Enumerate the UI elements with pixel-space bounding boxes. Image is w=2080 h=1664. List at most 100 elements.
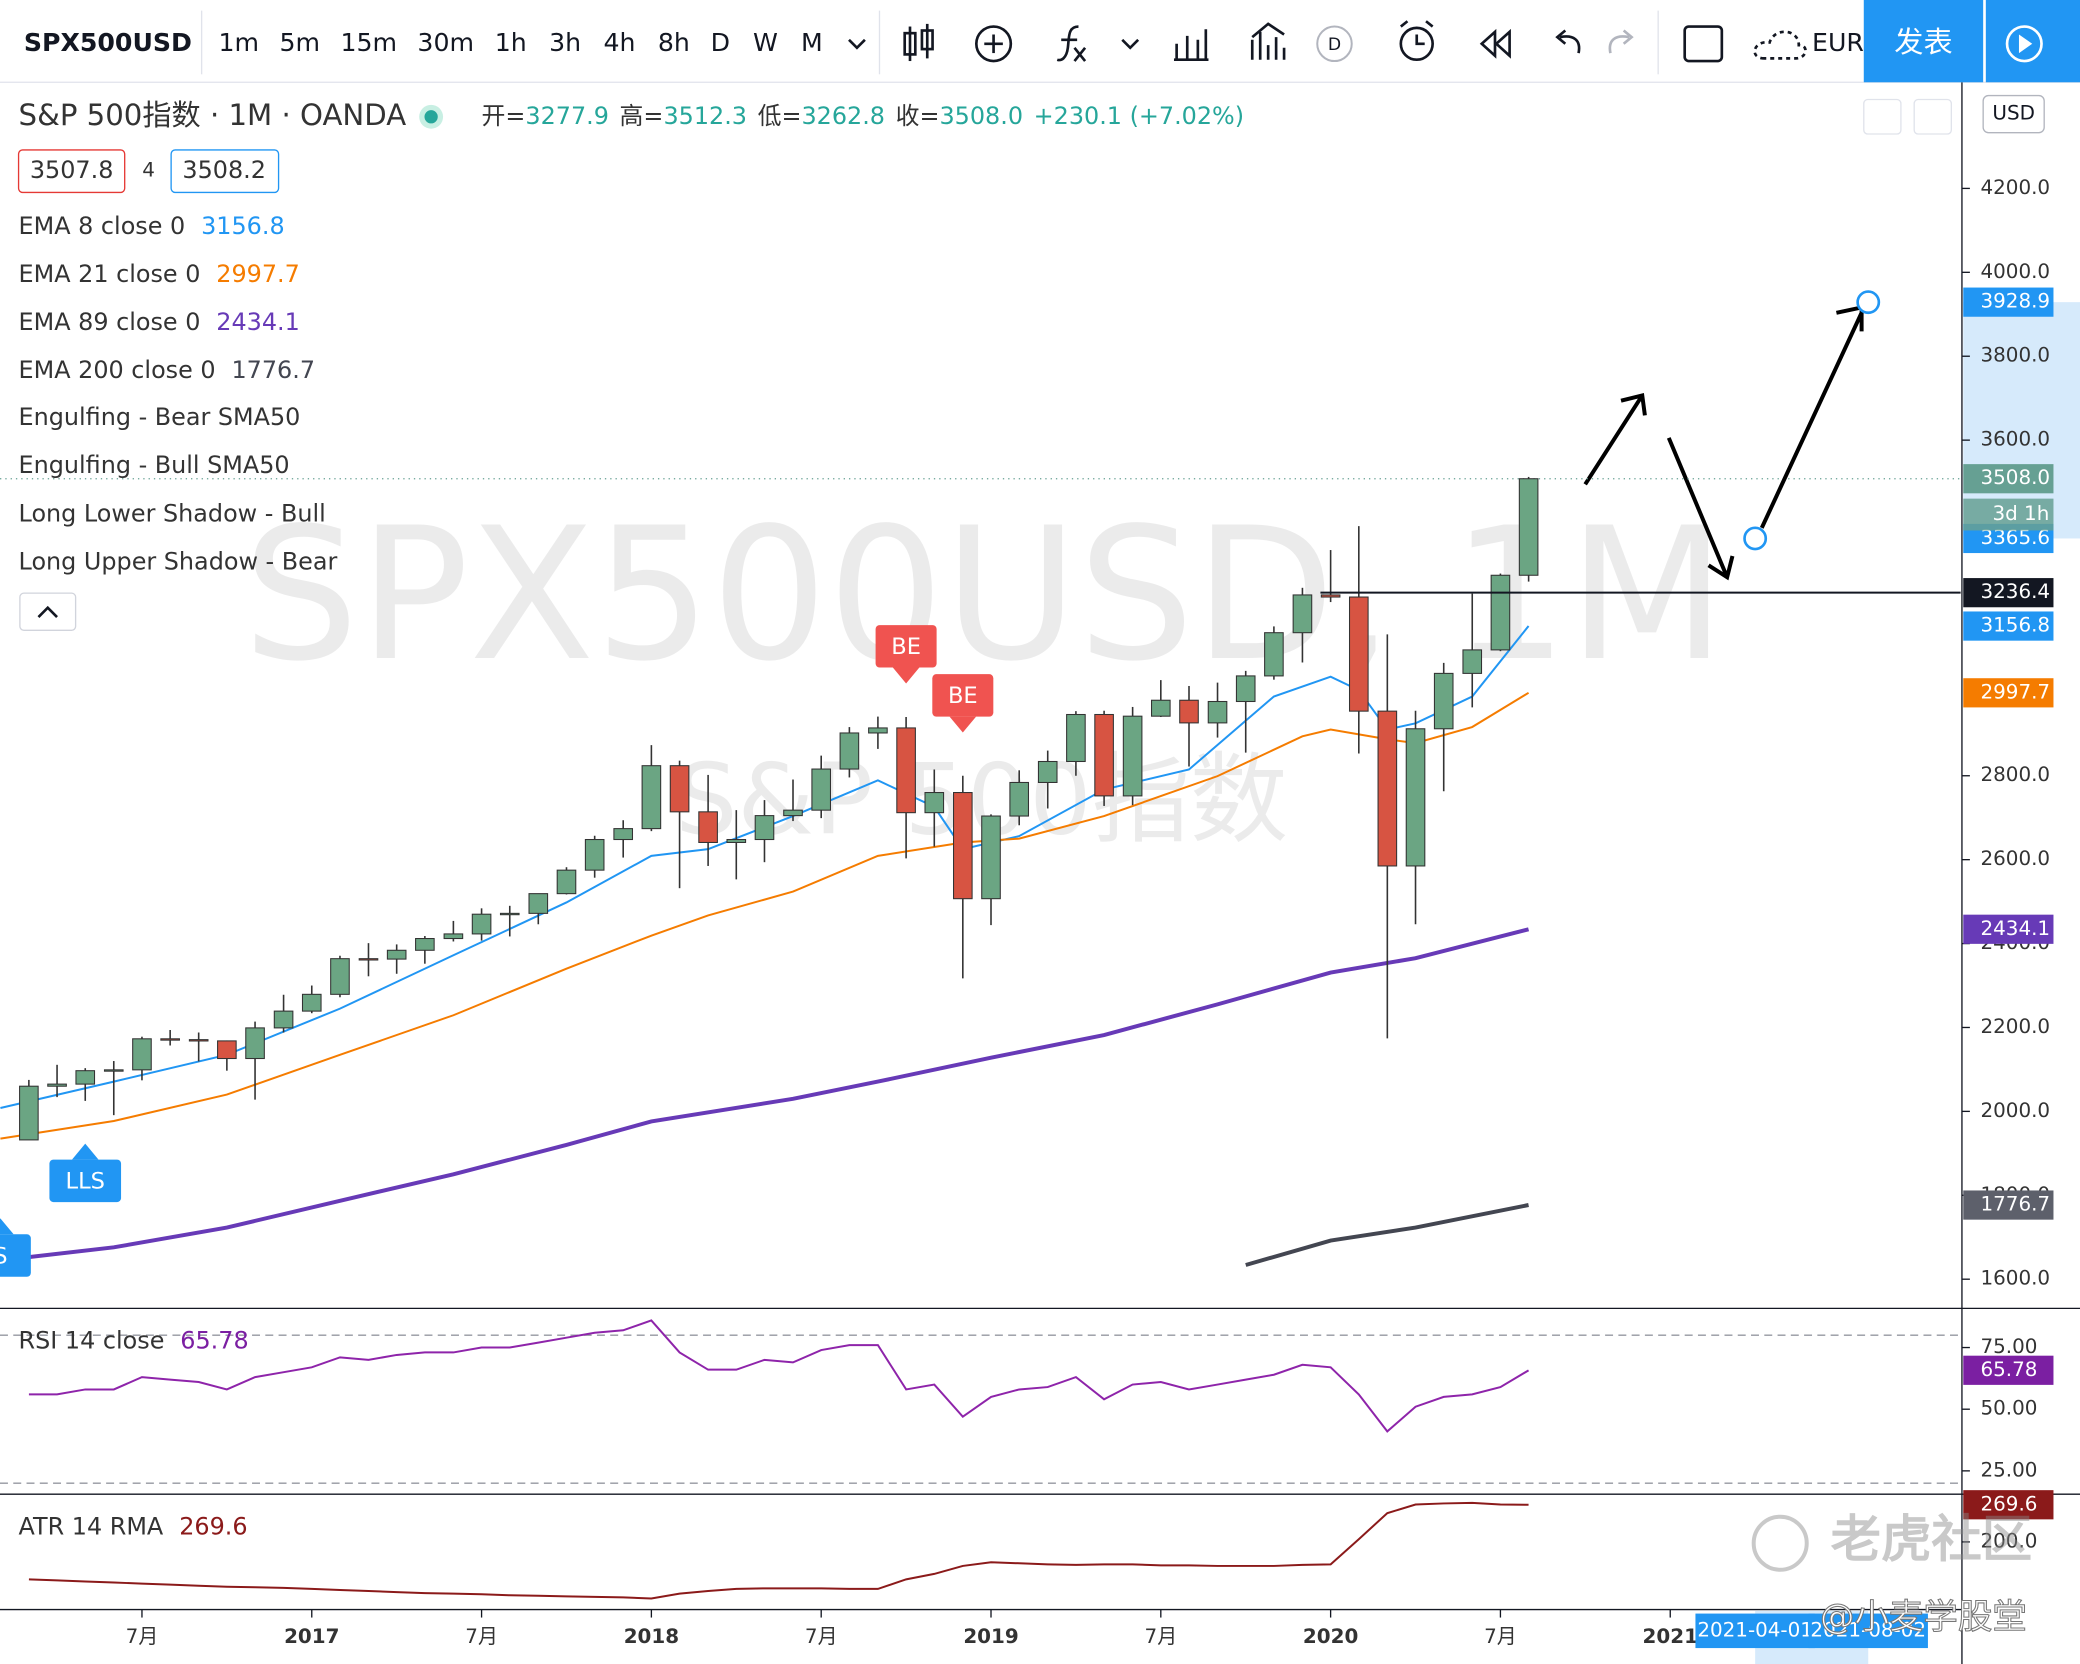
y-tick-label: 2800.0	[1981, 763, 2051, 786]
fullscreen-button[interactable]	[1683, 25, 1724, 63]
x-tick-label: 7月	[465, 1625, 498, 1648]
ohlc: 开=3277.9 高=3512.3 低=3262.8 收=3508.0 +230.1 (…	[482, 102, 1245, 130]
pattern-legend[interactable]: Engulfing - Bull SMA50	[19, 451, 290, 479]
interval-button[interactable]: 8h	[658, 28, 690, 57]
pane-value: 65.78	[180, 1327, 248, 1355]
price-label: 2997.7	[1981, 680, 2051, 703]
undo-button[interactable]	[1555, 29, 1581, 54]
bid-box[interactable]	[17, 149, 126, 194]
compare-button[interactable]	[975, 25, 1013, 63]
interval-button[interactable]: W	[753, 28, 778, 57]
marker-pointer	[949, 716, 977, 733]
x-tick-label: 2021	[1643, 1625, 1698, 1648]
pane-legend[interactable]: ATR 14 RMA 269.6	[19, 1512, 248, 1540]
pattern-marker[interactable]: BE	[875, 625, 937, 684]
ema-line	[1245, 1203, 1529, 1267]
ask-box[interactable]	[170, 149, 280, 194]
ohlc-label: 开=	[482, 102, 526, 130]
pattern-marker[interactable]: BE	[932, 674, 994, 733]
drawing-point[interactable]	[1743, 526, 1768, 551]
indicators-button[interactable]	[1056, 25, 1140, 62]
interval-button[interactable]: 5m	[280, 28, 321, 57]
price-label: 3928.9	[1981, 290, 2051, 313]
drawing-point[interactable]	[1856, 290, 1881, 315]
price-label: 1776.7	[1981, 1193, 2051, 1216]
reset-button[interactable]	[1913, 98, 1952, 135]
candle-body	[19, 1085, 39, 1141]
indicator-legend[interactable]: EMA 200 close 0 1776.7	[19, 356, 315, 384]
y-tick-label: 1600.0	[1981, 1267, 2051, 1290]
user-arrows	[1583, 392, 1735, 581]
play-button[interactable]	[1985, 0, 2080, 83]
pattern-marker[interactable]: LLS	[49, 1143, 122, 1203]
indicator-name: EMA 89 close 0	[19, 308, 201, 336]
price-label: 65.78	[1981, 1358, 2038, 1381]
candle-body	[301, 993, 322, 1012]
symbol[interactable]: SPX500USD	[24, 28, 192, 57]
y-tick-label: 50.00	[1981, 1397, 2038, 1420]
indicator-legend[interactable]: EMA 8 close 0 3156.8	[19, 212, 285, 240]
candle-body	[613, 828, 634, 841]
pattern-legend[interactable]: Long Upper Shadow - Bear	[19, 547, 338, 575]
status-dot	[424, 110, 438, 124]
indicator-value: 2997.7	[216, 260, 300, 288]
price-label-box	[1963, 678, 2054, 708]
candle-body	[981, 815, 1001, 900]
interval-button[interactable]: 15m	[340, 28, 397, 57]
candle-body	[1292, 594, 1313, 634]
toolbar	[0, 0, 2080, 83]
scroll-button[interactable]	[1863, 98, 1902, 135]
candle-body	[556, 869, 577, 895]
candle-body	[1179, 699, 1199, 724]
ask: 3508.2	[182, 156, 266, 184]
toolbar-icons[interactable]	[903, 0, 2080, 83]
candle-body	[1490, 574, 1511, 651]
candle-body	[75, 1070, 96, 1085]
redo-button[interactable]	[1608, 29, 1634, 54]
interval-button[interactable]: 30m	[417, 28, 474, 57]
candle-style-button[interactable]	[903, 23, 934, 62]
candle-body	[245, 1027, 265, 1060]
candle-body	[783, 809, 803, 817]
publish[interactable]: 发表	[1894, 25, 1952, 59]
bar-chart-button[interactable]	[1173, 29, 1209, 62]
templates-button[interactable]	[1250, 22, 1353, 63]
arrow	[1666, 437, 1735, 581]
candle-body	[1150, 699, 1171, 717]
pane-legend[interactable]: RSI 14 close 65.78	[19, 1327, 249, 1355]
interval-button[interactable]: 3h	[549, 28, 581, 57]
snapshot-button[interactable]	[1753, 30, 1807, 60]
replay-button[interactable]	[1479, 28, 1511, 59]
alert-button[interactable]	[1399, 20, 1434, 62]
y-tick-label: 75.00	[1981, 1335, 2038, 1358]
collapse-button[interactable]	[19, 592, 77, 631]
candle-body	[1009, 781, 1030, 817]
y-tick-label: 2000.0	[1981, 1099, 2051, 1122]
pattern-marker[interactable]: S	[0, 1218, 31, 1277]
y-tick-label: 200.0	[1981, 1529, 2038, 1552]
candle-body	[217, 1040, 237, 1060]
indicator-value: 1776.7	[232, 356, 316, 384]
candle-body	[330, 958, 350, 995]
currency-box[interactable]	[1982, 94, 2045, 134]
x-tick-label: 2018	[624, 1625, 679, 1648]
candle-body	[103, 1069, 124, 1072]
candle-body	[386, 949, 407, 960]
interval-button[interactable]: 1m	[218, 28, 259, 57]
indicator-legend[interactable]: EMA 21 close 0 2997.7	[19, 260, 300, 288]
pattern-legend[interactable]: Long Lower Shadow - Bull	[19, 499, 326, 527]
marker-pointer	[71, 1143, 99, 1160]
rsi-line	[28, 1319, 1530, 1433]
indicator-legend[interactable]: EMA 89 close 0 2434.1	[19, 308, 300, 336]
interval-button[interactable]: D	[711, 28, 730, 57]
marker-label: LLS	[66, 1169, 105, 1195]
interval-button[interactable]: M	[801, 28, 823, 57]
interval-button[interactable]: 4h	[603, 28, 635, 57]
candle-body	[160, 1038, 180, 1041]
pattern-legend[interactable]: Engulfing - Bear SMA50	[19, 403, 301, 431]
publish-button[interactable]	[1863, 0, 1984, 83]
interval-button[interactable]: 1h	[495, 28, 527, 57]
x-tick-label: 2017	[284, 1625, 339, 1648]
indicator-name: EMA 200 close 0	[19, 356, 216, 384]
